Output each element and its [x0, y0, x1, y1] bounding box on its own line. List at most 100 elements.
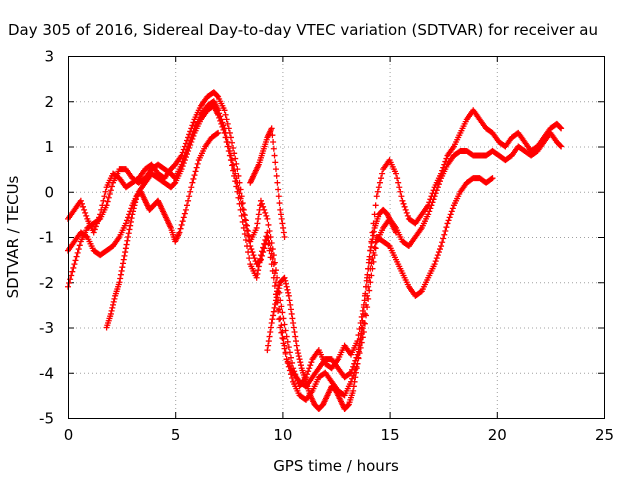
data-point	[229, 139, 236, 146]
data-point	[449, 205, 456, 212]
data-point	[68, 272, 75, 279]
data-point	[110, 298, 117, 305]
data-point	[239, 200, 246, 207]
data-point	[273, 172, 280, 179]
series-6	[247, 125, 288, 240]
data-point	[431, 193, 438, 200]
data-point	[359, 317, 366, 324]
data-point	[372, 202, 379, 209]
data-point	[109, 304, 116, 311]
data-point	[132, 196, 139, 203]
data-point	[296, 356, 303, 363]
data-point	[304, 371, 311, 378]
data-point	[352, 357, 359, 364]
data-point	[257, 197, 264, 204]
data-point	[268, 319, 275, 326]
data-point	[442, 227, 449, 234]
data-point	[397, 188, 404, 195]
data-point	[265, 240, 272, 247]
data-point	[111, 295, 118, 302]
data-point	[275, 307, 282, 314]
data-point	[441, 231, 448, 238]
data-point	[116, 279, 123, 286]
data-point	[359, 325, 366, 332]
data-point	[131, 202, 138, 209]
data-point	[292, 338, 299, 345]
data-point	[438, 243, 445, 250]
data-point	[361, 297, 368, 304]
data-point	[277, 206, 284, 213]
data-point	[270, 312, 277, 319]
data-point	[274, 291, 281, 298]
data-point	[272, 301, 279, 308]
data-point	[125, 230, 132, 237]
data-point	[278, 303, 285, 310]
data-point	[374, 188, 381, 195]
data-point	[446, 214, 453, 221]
data-point	[190, 119, 197, 126]
data-point	[285, 344, 292, 351]
data-point	[558, 125, 565, 132]
data-point	[122, 220, 129, 227]
data-point	[279, 329, 286, 336]
data-point	[280, 340, 287, 347]
data-point	[233, 175, 240, 182]
data-point	[270, 145, 277, 152]
data-point	[282, 327, 289, 334]
data-point	[278, 215, 285, 222]
data-point	[372, 245, 379, 252]
x-tick-label: 10	[273, 426, 292, 444]
data-point	[271, 283, 278, 290]
data-point	[285, 292, 292, 299]
data-point	[177, 225, 184, 232]
data-point	[183, 146, 190, 153]
y-tick-label: 3	[44, 48, 54, 66]
data-point	[257, 257, 264, 264]
data-point	[107, 187, 114, 194]
data-point	[83, 212, 90, 219]
data-point	[269, 132, 276, 139]
data-point	[187, 188, 194, 195]
data-point	[398, 193, 405, 200]
data-point	[125, 214, 132, 221]
data-point	[269, 316, 276, 323]
data-point	[265, 234, 272, 241]
data-point	[249, 249, 256, 256]
data-point	[90, 229, 97, 236]
data-point	[367, 279, 374, 286]
data-point	[178, 161, 185, 168]
data-point	[244, 227, 251, 234]
data-point	[433, 187, 440, 194]
data-point	[70, 264, 77, 271]
data-point	[229, 162, 236, 169]
data-point	[253, 224, 260, 231]
data-point	[353, 369, 360, 376]
data-point	[100, 197, 107, 204]
data-point	[275, 285, 282, 292]
data-point	[276, 316, 283, 323]
data-point	[193, 164, 200, 171]
data-point	[216, 110, 223, 117]
data-point	[362, 290, 369, 297]
data-point	[358, 324, 365, 331]
data-point	[272, 267, 279, 274]
data-point	[267, 329, 274, 336]
data-point	[365, 265, 372, 272]
data-point	[77, 197, 84, 204]
data-point	[443, 224, 450, 231]
data-point	[355, 354, 362, 361]
data-point	[126, 226, 133, 233]
data-point	[376, 179, 383, 186]
data-point	[236, 190, 243, 197]
data-point	[358, 330, 365, 337]
data-point	[101, 193, 108, 200]
data-point	[275, 193, 282, 200]
data-point	[270, 274, 277, 281]
data-point	[186, 193, 193, 200]
series-4	[103, 129, 222, 331]
data-point	[232, 170, 239, 177]
data-point	[254, 270, 261, 277]
data-point	[224, 120, 231, 127]
